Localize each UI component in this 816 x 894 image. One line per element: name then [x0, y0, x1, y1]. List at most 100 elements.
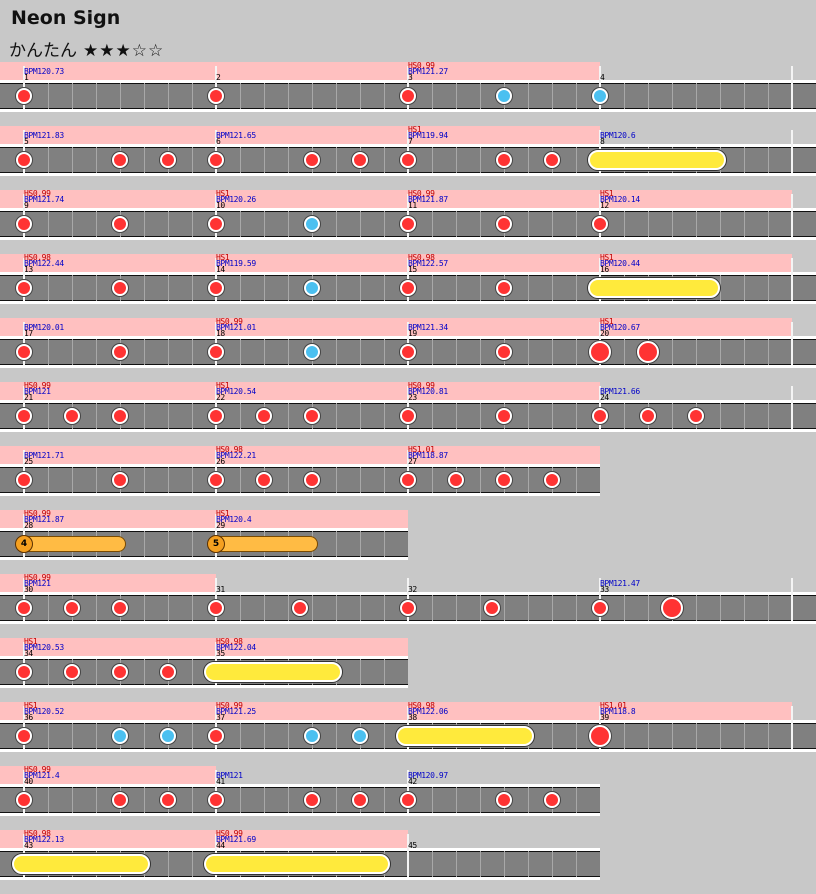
measure-label: HS0.99 BPM121.01 18 [216, 318, 256, 338]
beat-line [168, 467, 169, 493]
measure-number: 15 [408, 265, 417, 274]
beat-line [432, 339, 433, 365]
beat-line [432, 467, 433, 493]
beat-line [192, 531, 193, 557]
bar-line [23, 642, 25, 685]
ka-note [304, 280, 320, 296]
bpm-label: BPM120.67 [600, 323, 640, 332]
measure-number: 27 [408, 457, 417, 466]
measure-number: 19 [408, 329, 417, 338]
hs-label: HS0.99 [408, 189, 435, 198]
bpm-label: BPM120.54 [216, 387, 256, 396]
bpm-label: BPM120.4 [216, 515, 252, 524]
bpm-label: BPM122.06 [408, 707, 448, 716]
don-note [208, 792, 224, 808]
beat-line [144, 595, 145, 621]
beat-line [264, 83, 265, 109]
beat-line [312, 83, 313, 109]
beat-line [432, 83, 433, 109]
bpm-label: BPM121.4 [24, 771, 60, 780]
beat-line [48, 595, 49, 621]
don-note [208, 472, 224, 488]
beat-line [360, 531, 361, 557]
beat-line [528, 147, 529, 173]
lane [0, 194, 816, 240]
measure-label: HS0.98 BPM122.21 26 [216, 446, 256, 466]
beat-line [72, 723, 73, 749]
chart-row: HS0.99 BPM121 30 31 32 BPM121.47 33 [0, 574, 816, 638]
lane [0, 706, 816, 752]
beat-line [48, 83, 49, 109]
beat-line [288, 595, 289, 621]
don-note [112, 664, 128, 680]
chart-row: HS1 BPM120.52 36 HS0.99 BPM121.25 37 HS0.98 BPM… [0, 702, 816, 766]
don-note [496, 408, 512, 424]
beat-line [552, 403, 553, 429]
beat-line [576, 83, 577, 109]
lane [0, 258, 816, 304]
measure-label: BPM121.66 24 [600, 382, 640, 402]
hs-label: HS0.99 [24, 381, 51, 390]
measure-number: 42 [408, 777, 417, 786]
beat-line [480, 467, 481, 493]
beat-line [96, 595, 97, 621]
beat-line [384, 659, 385, 685]
don-note [304, 408, 320, 424]
beat-line [504, 595, 505, 621]
don-note [496, 216, 512, 232]
beat-line [264, 211, 265, 237]
bar-line [215, 322, 217, 365]
beat-line [144, 723, 145, 749]
beat-line [240, 83, 241, 109]
beat-line [336, 787, 337, 813]
beat-line [432, 787, 433, 813]
measure-number: 5 [24, 137, 29, 146]
bar-line [407, 130, 409, 173]
beat-line [240, 723, 241, 749]
beat-line [720, 339, 721, 365]
measure-number: 9 [24, 201, 29, 210]
measure-label: BPM121.83 5 [24, 126, 64, 146]
hs-highlight [0, 254, 792, 272]
don-note [208, 152, 224, 168]
don-note [112, 408, 128, 424]
don-note [292, 600, 308, 616]
beat-line [72, 147, 73, 173]
beat-line [288, 147, 289, 173]
bpm-label: BPM122.57 [408, 259, 448, 268]
beat-line [672, 339, 673, 365]
don-note [592, 408, 608, 424]
beat-line [456, 147, 457, 173]
beat-line [672, 83, 673, 109]
drumroll-note [396, 726, 534, 746]
chart-row: BPM120.73 1 2 HS0.99 BPM121.27 3 4 [0, 62, 816, 126]
bar-line [407, 322, 409, 365]
hs-label: HS0.98 [24, 253, 51, 262]
beat-line [696, 339, 697, 365]
beat-line [72, 339, 73, 365]
bar-line [407, 770, 409, 813]
beat-line [456, 83, 457, 109]
measure-label: BPM120.97 42 [408, 766, 448, 786]
bar-line [215, 578, 217, 621]
beat-line [192, 211, 193, 237]
beat-line [480, 595, 481, 621]
beat-line [360, 83, 361, 109]
don-note [16, 344, 32, 360]
don-note [208, 88, 224, 104]
don-note [208, 344, 224, 360]
beat-line [744, 403, 745, 429]
beat-line [648, 595, 649, 621]
hs-label: HS1.01 [408, 445, 435, 454]
beat-line [168, 275, 169, 301]
hs-label: HS0.99 [408, 381, 435, 390]
measure-label: BPM120.6 8 [600, 126, 636, 146]
bar-line [407, 578, 409, 621]
bpm-label: BPM121 [24, 387, 51, 396]
beat-line [168, 851, 169, 877]
beat-line [744, 211, 745, 237]
beat-line [96, 147, 97, 173]
chart-row: HS0.99 BPM121 21 HS1 BPM120.54 22 HS0.99 BPM120… [0, 382, 816, 446]
chart-row: HS0.98 BPM122.44 13 HS1 BPM119.59 14 HS0.98 BPM… [0, 254, 816, 318]
beat-line [576, 403, 577, 429]
